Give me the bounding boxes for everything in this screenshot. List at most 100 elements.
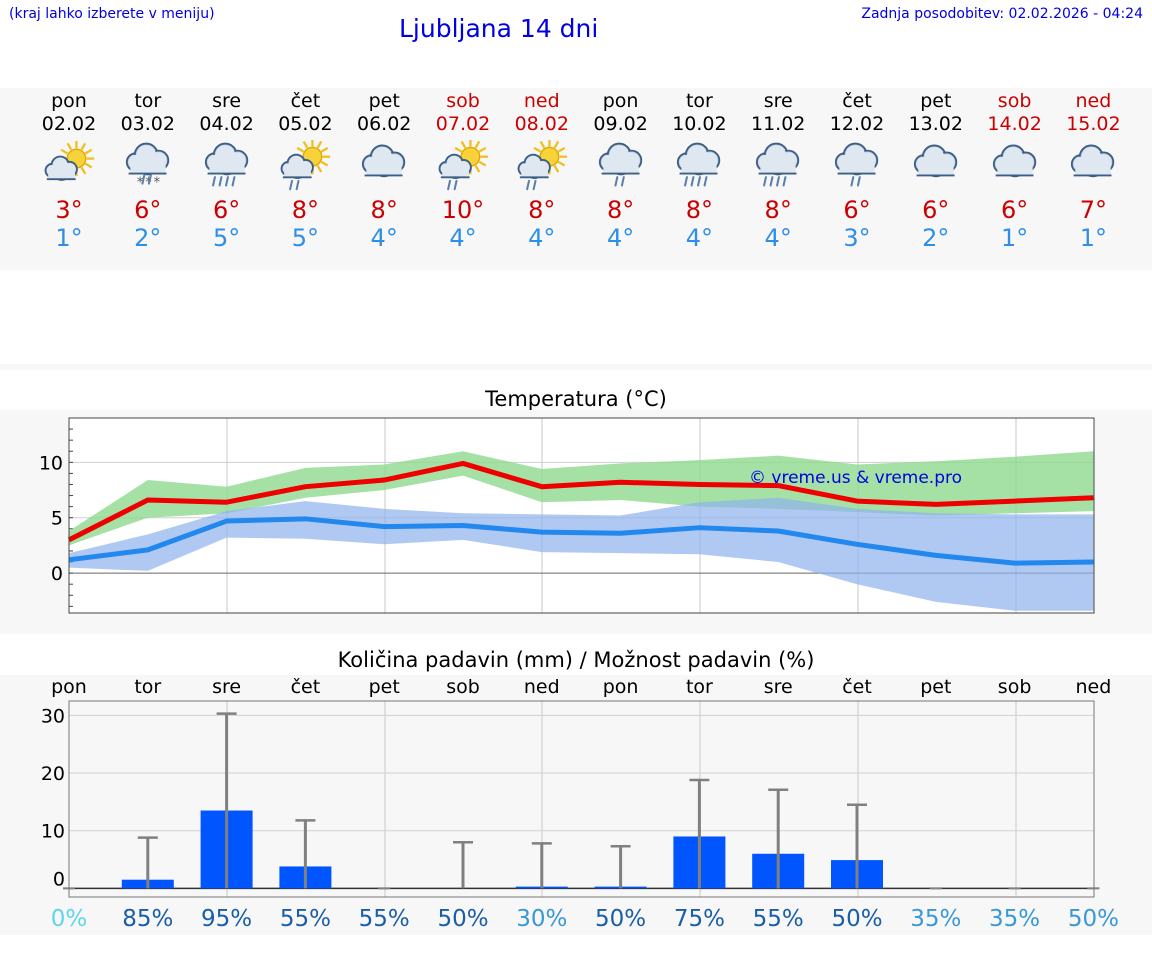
day-date: 05.02 <box>278 113 333 135</box>
rain-drop <box>690 176 695 187</box>
cloud-base <box>1075 163 1112 176</box>
x-tick-label: sob <box>446 676 480 698</box>
cloud-shape <box>362 144 406 178</box>
sun-ray <box>60 148 69 155</box>
cloud-base <box>839 162 875 174</box>
y-tick-label: 10 <box>39 452 63 474</box>
page-title: Ljubljana 14 dni <box>399 14 599 43</box>
x-tick-label: čet <box>291 676 321 698</box>
max-temperature: 8° <box>528 196 556 224</box>
day-name: sre <box>763 90 793 112</box>
separator-strip <box>0 364 1152 370</box>
precip-probability: 55% <box>280 906 331 932</box>
forecast-panel <box>0 88 1152 270</box>
heavy-rain-cloud-icon <box>677 142 721 187</box>
cloud-base <box>681 162 718 174</box>
sun-ray <box>557 160 566 167</box>
cloud-base <box>760 162 796 174</box>
day-date: 14.02 <box>987 113 1042 135</box>
plot-frame <box>68 417 1095 614</box>
min-temperature: 3° <box>843 224 871 252</box>
precip-probability: 50% <box>595 906 646 932</box>
day-name: ned <box>1075 90 1112 112</box>
day-column: čet 12.02 6° 3° <box>818 90 896 252</box>
day-column: pet 06.02 8° 4° <box>345 90 423 252</box>
max-temperature: 10° <box>441 196 485 224</box>
day-name: sre <box>212 90 242 112</box>
max-temperature: 8° <box>370 196 398 224</box>
y-tick-label: 10 <box>41 821 65 843</box>
x-tick-label: pet <box>369 676 400 698</box>
cloud-shape <box>125 142 170 176</box>
rain-drop <box>763 176 768 187</box>
precipitation-chart: pon tor sre čet pet sob ned pon tor sre čet pet sob n… <box>41 676 1119 932</box>
sun-cloud-rain-icon <box>280 140 331 191</box>
min-temperature: 5° <box>212 224 241 252</box>
max-temperature: 6° <box>134 196 162 224</box>
rain-drop <box>231 176 236 187</box>
sun-ray <box>321 160 329 167</box>
day-name: pon <box>602 90 639 112</box>
rain-drop <box>697 176 702 187</box>
cloud-base <box>442 168 469 178</box>
location-menu-hint[interactable]: (kraj lahko izberete v meniju) <box>9 6 215 22</box>
rain-drop <box>525 179 530 191</box>
x-tick-label: sre <box>764 676 793 698</box>
sun-ray <box>533 146 541 153</box>
x-tick-label: sob <box>998 676 1032 698</box>
max-temp-line <box>67 460 1094 543</box>
day-column: pet 13.02 6° 2° <box>897 90 975 252</box>
day-date: 09.02 <box>593 113 648 135</box>
rain-drop <box>218 176 223 187</box>
rain-drop <box>532 179 537 191</box>
cloud-base <box>208 162 245 174</box>
rain-drop <box>703 176 708 187</box>
sun-ray <box>296 146 305 153</box>
precip-probability: 35% <box>989 906 1040 932</box>
sun-cloud-rain-icon <box>517 140 567 191</box>
cloud-base <box>996 163 1033 176</box>
day-name: pet <box>920 90 952 112</box>
day-date: 04.02 <box>199 113 254 135</box>
min-temperature: 4° <box>764 224 792 252</box>
snowflake: * <box>153 175 160 190</box>
day-name: sob <box>446 90 480 112</box>
min-temperature: 4° <box>449 224 477 252</box>
cloud-shape <box>44 155 78 181</box>
day-date: 10.02 <box>672 113 727 135</box>
cloud-shape <box>517 153 551 179</box>
max-temperature: 6° <box>212 196 241 224</box>
rain-drop <box>447 179 452 191</box>
light-rain-cloud-icon <box>598 142 642 187</box>
sun-ray <box>557 146 566 153</box>
precip-probability: 55% <box>359 906 410 932</box>
day-date: 06.02 <box>356 113 412 135</box>
day-column: pon 09.02 8° 4° <box>582 90 660 252</box>
rain-drop <box>684 176 689 187</box>
min-temp-band <box>69 497 1094 611</box>
min-temperature: 2° <box>134 224 162 252</box>
sun-ray <box>478 160 487 167</box>
rain-drop <box>769 176 774 187</box>
sun-ray <box>474 140 481 149</box>
cloud-shape <box>677 142 721 176</box>
partly-sunny-cloud-icon <box>44 140 95 181</box>
day-date: 13.02 <box>908 113 963 135</box>
rain-drop <box>211 176 216 187</box>
rain-drop <box>620 176 625 187</box>
x-tick-label: čet <box>842 676 872 698</box>
x-tick-label: ned <box>524 676 560 698</box>
x-tick-label: tor <box>686 676 713 698</box>
precip-probability: 75% <box>674 906 725 932</box>
rain-drop <box>614 176 618 187</box>
day-name: tor <box>134 90 162 112</box>
cloud-base <box>130 162 166 174</box>
sun-ray <box>316 164 323 173</box>
max-temperature: 6° <box>843 196 871 224</box>
precip-probability: 50% <box>437 906 488 932</box>
precip-probability: 95% <box>201 906 252 932</box>
day-name: sob <box>997 90 1032 112</box>
day-column: tor 10.02 8° 4° <box>660 90 738 252</box>
snow-cloud-icon: *** <box>125 142 170 190</box>
sun-ray <box>66 142 73 151</box>
